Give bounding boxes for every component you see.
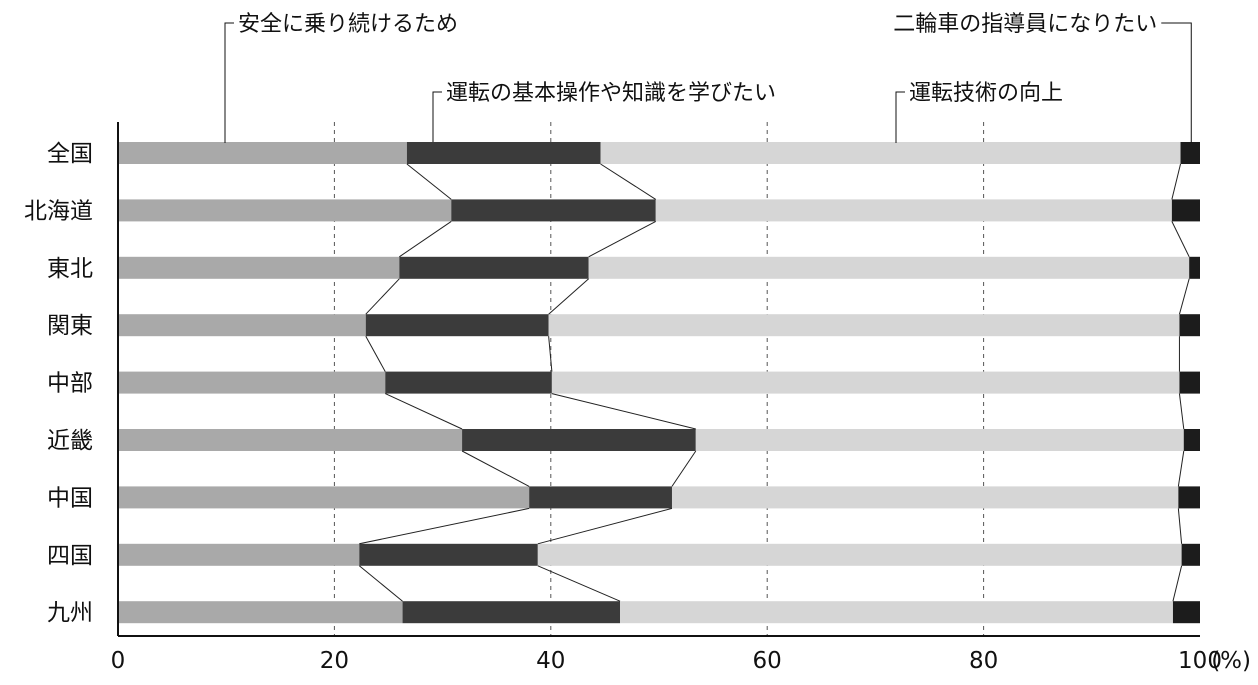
bar-segment-1-row-2: [118, 199, 452, 222]
connector-line: [1171, 221, 1190, 258]
bar-segment-4-row-2: [1171, 199, 1200, 222]
bar-segment-2-row-1: [406, 142, 601, 164]
bar-segment-3-row-8: [537, 543, 1182, 566]
legend-label-instructor: 二輪車の指導員になりたい: [893, 12, 1157, 37]
bar-segment-1-row-1: [118, 142, 407, 164]
connector-line: [385, 393, 463, 430]
connector-line: [600, 163, 657, 200]
bar-segment-1-row-6: [118, 429, 463, 451]
connector-line: [1177, 450, 1185, 487]
bar-segment-2-row-8: [359, 543, 538, 566]
connector-line: [365, 278, 400, 315]
category-label: 東北: [47, 256, 93, 282]
category-label: 近畿: [47, 428, 93, 454]
legend-label-safe-riding: 安全に乗り続けるため: [238, 12, 458, 37]
bar-segment-4-row-3: [1189, 256, 1200, 279]
bar-segment-3-row-1: [600, 142, 1181, 164]
bar-segment-3-row-4: [548, 314, 1180, 337]
bar-segment-4-row-6: [1183, 429, 1200, 451]
bar-segment-4-row-7: [1178, 486, 1200, 509]
bar-segment-2-row-6: [462, 429, 696, 451]
legend-label-basic-operation: 運転の基本操作や知識を学びたい: [446, 81, 776, 106]
connector-line: [1178, 278, 1190, 315]
category-label: 九州: [47, 600, 93, 626]
connector-line: [551, 393, 696, 430]
legend-leader-instructor: [1161, 22, 1192, 143]
bar-segment-1-row-7: [118, 486, 530, 509]
legend-leader-skill-improvement: [895, 91, 905, 143]
connector-line: [588, 220, 656, 258]
category-label: 四国: [47, 543, 93, 569]
category-label: 関東: [47, 313, 93, 339]
legend-leader-basic-operation: [432, 91, 442, 142]
bars-layer: [118, 142, 1200, 624]
bar-segment-4-row-1: [1180, 142, 1200, 164]
bar-segment-3-row-9: [620, 601, 1173, 624]
connector-line: [548, 278, 590, 315]
category-label: 全国: [47, 141, 93, 167]
category-label: 中国: [47, 485, 93, 511]
bar-segment-4-row-9: [1172, 601, 1200, 624]
category-label: 中部: [47, 371, 93, 397]
connector-line: [365, 335, 386, 372]
connector-line: [359, 507, 530, 545]
bar-segment-1-row-9: [118, 601, 403, 624]
connector-line: [537, 565, 621, 602]
bar-segment-2-row-9: [402, 601, 621, 624]
x-tick-label: 20: [320, 648, 349, 674]
x-unit-label: (%): [1211, 648, 1251, 674]
bar-segment-4-row-5: [1179, 371, 1200, 394]
bar-segment-3-row-5: [551, 371, 1180, 394]
connector-line: [1177, 508, 1183, 544]
bar-segment-2-row-2: [451, 199, 656, 222]
connector-line: [461, 450, 530, 487]
connector-line: [1178, 393, 1185, 430]
connectors-layer: [358, 163, 1190, 602]
x-tick-label: 80: [969, 648, 998, 674]
x-tick-label: 40: [536, 648, 565, 674]
connector-line: [537, 507, 673, 545]
bar-segment-2-row-5: [385, 371, 552, 394]
connector-line: [1172, 565, 1183, 602]
connector-line: [1171, 163, 1182, 200]
bar-segment-3-row-6: [695, 429, 1184, 451]
category-label: 北海道: [24, 198, 93, 224]
bar-segment-1-row-4: [118, 314, 366, 337]
legend-label-skill-improvement: 運転技術の向上: [909, 81, 1063, 106]
x-tick-label: 60: [753, 648, 782, 674]
bar-segment-1-row-3: [118, 256, 400, 279]
bar-segment-3-row-3: [588, 256, 1190, 279]
bar-segment-3-row-7: [671, 486, 1179, 509]
bar-segment-2-row-4: [365, 314, 549, 337]
connector-line: [399, 220, 452, 258]
legend-leader-safe-riding: [224, 22, 234, 143]
axis-layer: 0 20 40 60 80 100(%): [111, 122, 1251, 674]
connector-line: [358, 565, 403, 602]
x-tick-label: 100: [1178, 648, 1222, 674]
bar-segment-3-row-2: [655, 199, 1172, 222]
bar-segment-1-row-5: [118, 371, 386, 394]
connector-line: [406, 163, 452, 200]
connector-line: [548, 336, 553, 372]
bar-segment-2-row-3: [399, 256, 589, 279]
bar-segment-2-row-7: [529, 486, 672, 509]
bar-segment-4-row-8: [1181, 543, 1200, 566]
x-tick-label: 0: [111, 648, 126, 674]
connector-line: [671, 450, 697, 487]
bar-segment-1-row-8: [118, 543, 360, 566]
bar-segment-4-row-4: [1179, 314, 1200, 337]
